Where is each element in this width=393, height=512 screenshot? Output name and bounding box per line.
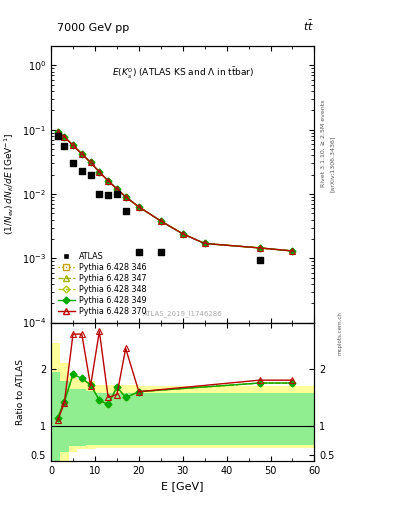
Point [55, 132, 61, 140]
Y-axis label: Ratio to ATLAS: Ratio to ATLAS [16, 359, 25, 424]
Point [79, 166, 85, 175]
Point [96, 190, 103, 198]
Point [123, 206, 129, 215]
Text: mcplots.cern.ch: mcplots.cern.ch [338, 311, 343, 355]
Point [87, 170, 94, 179]
Text: [arXiv:1306.3436]: [arXiv:1306.3436] [330, 136, 335, 192]
Text: Rivet 3.1.10, ≥ 2.5M events: Rivet 3.1.10, ≥ 2.5M events [320, 100, 325, 187]
Y-axis label: $(1/N_\mathrm{ev})\,dN_K/dE\;[\mathrm{GeV}^{-1}]$: $(1/N_\mathrm{ev})\,dN_K/dE\;[\mathrm{Ge… [3, 133, 17, 236]
Point [114, 190, 120, 198]
Text: 7000 GeV pp: 7000 GeV pp [57, 23, 129, 33]
Text: ATLAS_2019_I1746286: ATLAS_2019_I1746286 [143, 310, 222, 317]
Text: $E(K_s^0)$ (ATLAS KS and $\Lambda$ in t$\bar{\rm t}$bar): $E(K_s^0)$ (ATLAS KS and $\Lambda$ in t$… [112, 66, 254, 81]
Point [136, 248, 142, 256]
X-axis label: E [GeV]: E [GeV] [162, 481, 204, 491]
Point [70, 159, 76, 167]
Legend: ATLAS, Pythia 6.428 346, Pythia 6.428 347, Pythia 6.428 348, Pythia 6.428 349, P: ATLAS, Pythia 6.428 346, Pythia 6.428 34… [55, 250, 149, 318]
Point [105, 191, 111, 200]
Point [158, 248, 164, 256]
Text: $t\bar{t}$: $t\bar{t}$ [303, 19, 314, 33]
Point [61, 142, 68, 151]
Point [256, 255, 263, 264]
